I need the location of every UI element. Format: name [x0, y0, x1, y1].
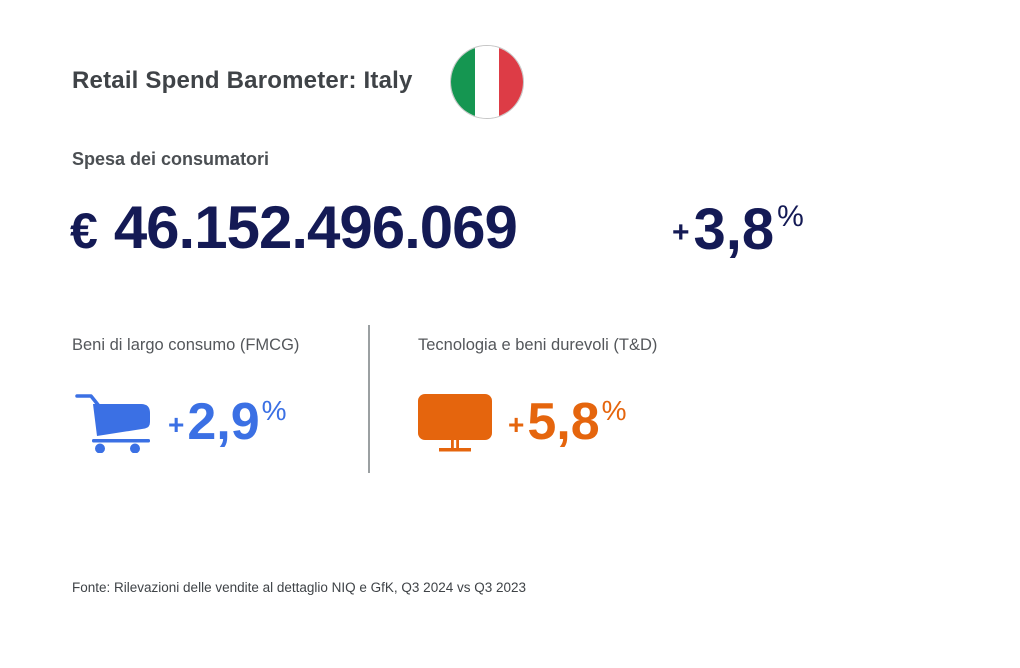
vertical-divider	[368, 325, 370, 473]
monitor-icon	[418, 394, 492, 452]
currency-symbol: €	[70, 203, 98, 259]
change-value: 5,8	[527, 393, 600, 451]
fmcg-change-percent: + 2,9 %	[168, 393, 287, 451]
percent-symbol: %	[601, 395, 627, 426]
change-value: 2,9	[187, 393, 260, 451]
page-title: Retail Spend Barometer: Italy	[72, 67, 413, 94]
source-note: Fonte: Rilevazioni delle vendite al dett…	[72, 580, 527, 595]
plus-sign: +	[168, 409, 185, 440]
flag-white-stripe	[475, 46, 499, 118]
amount-value: 46.152.496.069	[113, 194, 518, 261]
fmcg-segment-label: Beni di largo consumo (FMCG)	[72, 336, 300, 354]
fmcg-segment-row: + 2,9 %	[72, 388, 287, 456]
td-segment-row: + 5,8 %	[418, 388, 627, 456]
flag-green-stripe	[451, 46, 475, 118]
total-change-percent: + 3,8 %	[672, 197, 804, 262]
consumer-spend-amount: € 46.152.496.069	[70, 194, 518, 261]
flag-red-stripe	[499, 46, 523, 118]
consumer-spend-label: Spesa dei consumatori	[72, 149, 270, 169]
plus-sign: +	[672, 216, 690, 249]
change-value: 3,8	[693, 197, 775, 262]
shopping-cart-icon	[75, 394, 150, 453]
td-segment-label: Tecnologia e beni durevoli (T&D)	[418, 336, 658, 354]
td-change-percent: + 5,8 %	[508, 393, 627, 451]
plus-sign: +	[508, 409, 525, 440]
percent-symbol: %	[777, 200, 804, 233]
italy-flag-icon	[450, 45, 524, 119]
percent-symbol: %	[261, 395, 287, 426]
